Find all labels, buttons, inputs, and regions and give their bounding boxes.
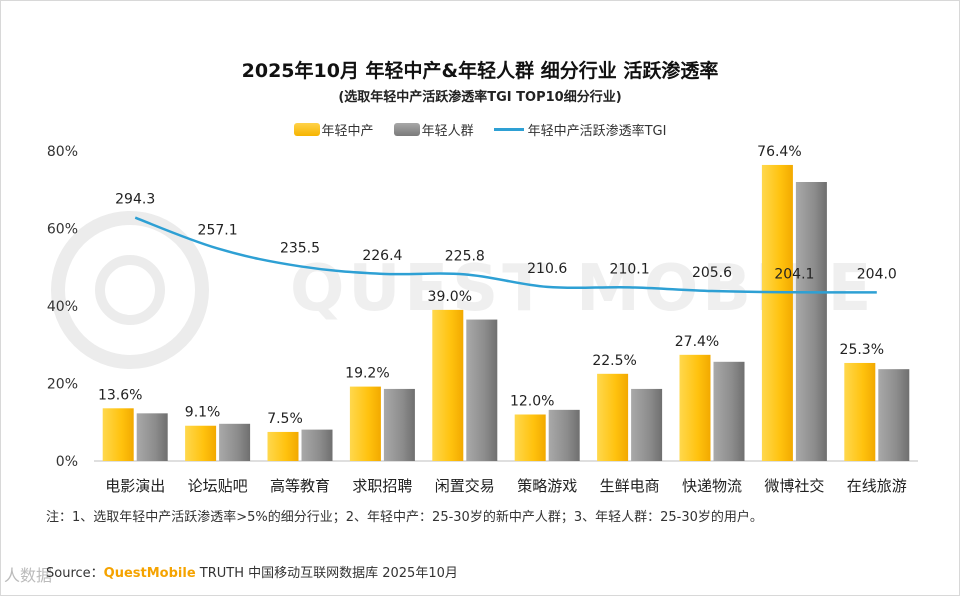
y-tick-label: 20% [47, 377, 78, 393]
watermark-logo-ring [51, 211, 209, 369]
y-tick-label: 80% [47, 144, 78, 160]
tgi-value-label: 235.5 [280, 240, 320, 256]
legend-swatch-tgi [493, 128, 524, 131]
tgi-value-label: 210.1 [610, 261, 650, 277]
y-tick-label: 40% [47, 299, 78, 315]
bar-young-people [878, 369, 910, 461]
x-tick-label: 微博社交 [764, 477, 824, 495]
bar-young-middle [679, 354, 711, 461]
tgi-line [134, 216, 877, 294]
bar-young-middle [597, 373, 629, 461]
tgi-value-label: 204.0 [857, 266, 897, 282]
tgi-value-label: 226.4 [362, 248, 402, 264]
tgi-value-label: 210.6 [527, 261, 567, 277]
bar-value-label: 19.2% [345, 366, 389, 382]
source-rest: TRUTH 中国移动互联网数据库 2025年10月 [195, 566, 458, 581]
bar-value-label: 9.1% [185, 405, 221, 421]
legend-swatch-young-people [393, 123, 420, 136]
x-tick-label: 在线旅游 [847, 477, 907, 495]
x-tick-label: 高等教育 [270, 477, 330, 495]
bar-young-people [548, 409, 580, 461]
bar-young-people [631, 388, 663, 461]
source-line: Source：QuestMobile TRUTH 中国移动互联网数据库 2025… [46, 562, 458, 581]
bar-young-middle [267, 431, 299, 461]
bar-young-people [795, 182, 827, 461]
x-tick-label: 生鲜电商 [600, 477, 660, 495]
x-tick-label: 快递物流 [682, 477, 742, 495]
tgi-value-label: 294.3 [115, 192, 155, 208]
legend-item-young-middle: 年轻中产 [293, 120, 374, 139]
bar-young-people [136, 413, 168, 461]
legend-swatch-young-middle [293, 123, 320, 136]
watermark-logo-core [95, 255, 165, 325]
footnote: 注：1、选取年轻中产活跃渗透率>5%的细分行业；2、年轻中产：25-30岁的新中… [46, 510, 763, 525]
bar-young-people [713, 361, 745, 461]
legend-label-young-middle: 年轻中产 [321, 124, 374, 139]
bar-value-label: 12.0% [510, 394, 554, 410]
x-tick-label: 求职招聘 [352, 477, 412, 495]
bar-young-middle [185, 425, 217, 461]
tgi-value-label: 257.1 [198, 222, 238, 238]
bar-value-label: 13.6% [98, 387, 142, 403]
legend: 年轻中产 年轻人群 年轻中产活跃渗透率TGI [0, 120, 960, 139]
bar-young-middle [761, 164, 793, 461]
bar-value-label: 27.4% [675, 334, 719, 350]
bar-value-label: 7.5% [267, 411, 303, 427]
source-brand: QuestMobile [103, 566, 196, 581]
bar-young-middle [432, 309, 464, 461]
x-tick-label: 闲置交易 [435, 477, 495, 495]
legend-label-tgi: 年轻中产活跃渗透率TGI [527, 124, 667, 139]
legend-item-young-people: 年轻人群 [393, 120, 474, 139]
bar-value-label: 39.0% [428, 289, 472, 305]
y-tick-label: 0% [56, 454, 78, 470]
corner-mark: 人数据 [4, 566, 53, 585]
chart-title: 2025年10月 年轻中产&年轻人群 细分行业 活跃渗透率 [241, 60, 719, 82]
bar-young-people [466, 319, 498, 461]
tgi-value-label: 205.6 [692, 265, 732, 281]
legend-label-young-people: 年轻人群 [421, 124, 474, 139]
bar-value-label: 76.4% [757, 144, 801, 160]
bar-young-people [219, 423, 251, 461]
bar-young-middle [514, 414, 546, 461]
x-tick-label: 电影演出 [105, 477, 165, 495]
bar-value-label: 25.3% [840, 342, 884, 358]
y-tick-label: 60% [47, 222, 78, 238]
x-tick-label: 策略游戏 [517, 477, 577, 495]
legend-item-tgi: 年轻中产活跃渗透率TGI [493, 120, 667, 139]
bar-young-people [383, 388, 415, 461]
bar-value-label: 22.5% [592, 353, 636, 369]
tgi-value-label: 204.1 [774, 266, 814, 282]
bar-young-middle [102, 408, 134, 461]
bar-young-people [301, 429, 333, 461]
bar-young-middle [349, 386, 381, 461]
chart-subtitle: (选取年轻中产活跃渗透率TGI TOP10细分行业) [338, 90, 622, 105]
source-prefix: Source： [46, 566, 104, 581]
tgi-value-label: 225.8 [445, 248, 485, 264]
bar-young-middle [844, 362, 876, 461]
x-tick-label: 论坛贴吧 [188, 477, 248, 495]
